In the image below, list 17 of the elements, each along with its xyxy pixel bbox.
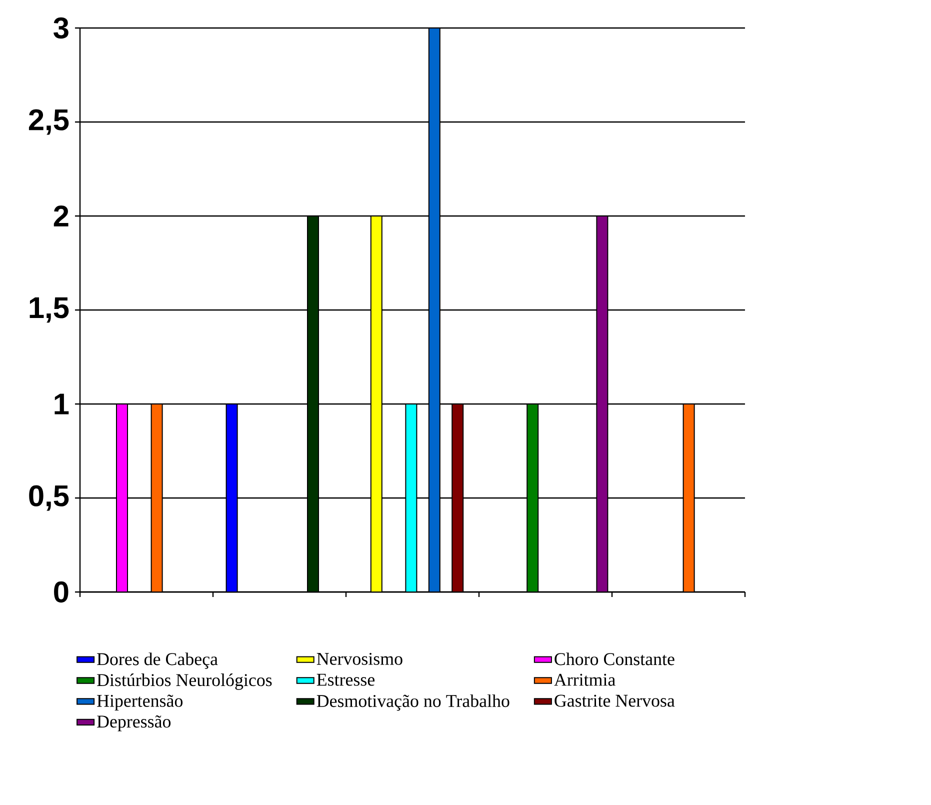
y-tick-label: 0: [54, 581, 68, 603]
legend-label: Estresse: [316, 674, 375, 686]
legend-label: Distúrbios Neurológicos: [97, 674, 272, 690]
legend-label: Desmotivação no Trabalho: [316, 694, 510, 711]
legend-label: Arritmia: [554, 674, 616, 686]
legend-label: Dores de Cabeça: [97, 652, 218, 669]
y-tick-label: 1,5: [30, 297, 69, 323]
y-tick-label: 0,5: [29, 485, 69, 511]
y-tick-label: 1: [54, 394, 69, 414]
legend-label: Nervosismo: [316, 652, 402, 665]
y-tick-label: 3: [54, 17, 68, 39]
legend-label: Hipertensão: [97, 694, 183, 711]
y-tick-label: 2,5: [28, 109, 69, 135]
y-tick-label: 2: [54, 206, 68, 226]
legend-label: Gastrite Nervosa: [554, 694, 675, 707]
legend-label: Depressão: [97, 715, 171, 732]
legend-label: Choro Constante: [554, 652, 674, 666]
